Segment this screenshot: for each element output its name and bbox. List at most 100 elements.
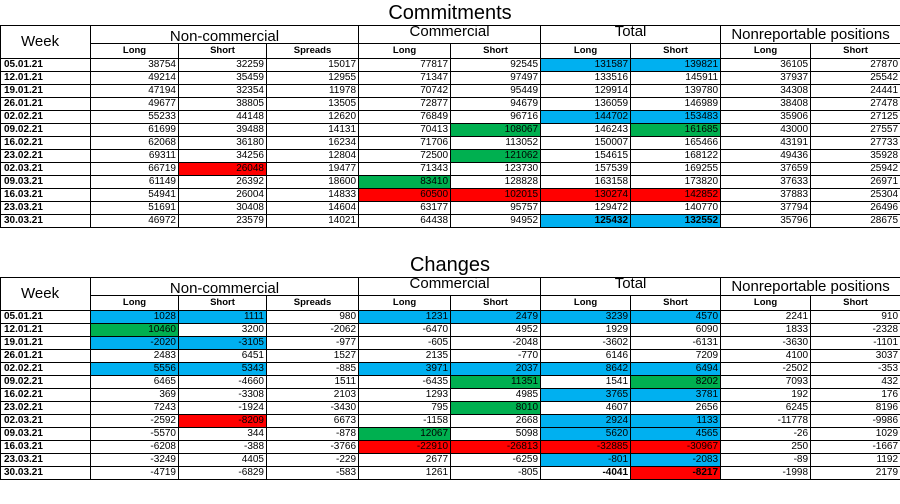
value-cell: -1924 (178, 401, 267, 415)
table-row: 16.03.21 54941 26004 14833 60500 102015 130274… (0, 188, 900, 202)
value-cell: 5098 (450, 427, 542, 441)
sub-header: Short (450, 295, 542, 311)
value-cell: 6451 (178, 349, 267, 363)
value-cell: 37633 (720, 175, 812, 189)
value-cell: 28675 (810, 214, 900, 228)
value-cell: 369 (90, 388, 179, 402)
value-cell: -6435 (358, 375, 452, 389)
value-cell: 129914 (540, 84, 632, 98)
value-cell: 25304 (810, 188, 900, 202)
sub-header: Short (810, 295, 900, 311)
value-cell: 144702 (540, 110, 632, 124)
table-row: 02.03.21 66719 26048 19477 71343 123730 157539… (0, 162, 900, 176)
value-cell: -11778 (720, 414, 812, 428)
value-cell: 94952 (450, 214, 542, 228)
value-cell: -977 (265, 336, 360, 350)
value-cell: 125432 (540, 214, 632, 228)
group-header: Total (540, 24, 722, 45)
value-cell: -4719 (90, 466, 179, 480)
value-cell: -3602 (540, 336, 632, 350)
group-header: Commercial (358, 24, 542, 45)
value-cell: -885 (265, 362, 360, 376)
table-row: 09.02.21 61699 39488 14131 70413 108067 146243… (0, 123, 900, 137)
value-cell: 76849 (358, 110, 452, 124)
value-cell: 72500 (358, 149, 452, 163)
value-cell: 64438 (358, 214, 452, 228)
value-cell: 26392 (178, 175, 267, 189)
value-cell: 10460 (90, 323, 179, 337)
value-cell: 161685 (630, 123, 722, 137)
table-row: 16.03.21 -6208 -388 -3766 -22910 -26813 -32885… (0, 440, 900, 454)
value-cell: 4405 (178, 453, 267, 467)
value-cell: 133516 (540, 71, 632, 85)
value-cell: 5620 (540, 427, 632, 441)
value-cell: 136059 (540, 97, 632, 111)
value-cell: 38754 (90, 58, 179, 72)
value-cell: 2103 (265, 388, 360, 402)
value-cell: 113052 (450, 136, 542, 150)
value-cell: 2668 (450, 414, 542, 428)
value-cell: 344 (178, 427, 267, 441)
table-row: 23.02.21 69311 34256 12804 72500 121062 154615… (0, 149, 900, 163)
table-row: 26.01.21 49677 38805 13505 72877 94679 136059 1… (0, 97, 900, 111)
value-cell: 192 (720, 388, 812, 402)
value-cell: 1192 (810, 453, 900, 467)
value-cell: -801 (540, 453, 632, 467)
value-cell: 60500 (358, 188, 452, 202)
value-cell: -32885 (540, 440, 632, 454)
value-cell: -8217 (630, 466, 722, 480)
value-cell: 8196 (810, 401, 900, 415)
value-cell: -3430 (265, 401, 360, 415)
value-cell: 1261 (358, 466, 452, 480)
value-cell: 176 (810, 388, 900, 402)
value-cell: 36105 (720, 58, 812, 72)
value-cell: 6245 (720, 401, 812, 415)
value-cell: 8202 (630, 375, 722, 389)
value-cell: 163158 (540, 175, 632, 189)
value-cell: 95757 (450, 201, 542, 215)
value-cell: 1511 (265, 375, 360, 389)
value-cell: 27125 (810, 110, 900, 124)
value-cell: 130274 (540, 188, 632, 202)
value-cell: -2083 (630, 453, 722, 467)
table-row: 16.02.21 62068 36180 16234 71706 113052 150007… (0, 136, 900, 150)
value-cell: 36180 (178, 136, 267, 150)
sub-header: Spreads (265, 295, 360, 311)
value-cell: -1667 (810, 440, 900, 454)
week-cell: 23.03.21 (0, 201, 91, 215)
value-cell: 1028 (90, 310, 179, 324)
value-cell: 43191 (720, 136, 812, 150)
week-header: Week (0, 277, 91, 311)
value-cell: 250 (720, 440, 812, 454)
value-cell: -229 (265, 453, 360, 467)
value-cell: -6131 (630, 336, 722, 350)
week-cell: 16.03.21 (0, 440, 91, 454)
value-cell: 2479 (450, 310, 542, 324)
value-cell: 26496 (810, 201, 900, 215)
value-cell: 15017 (265, 58, 360, 72)
value-cell: 26004 (178, 188, 267, 202)
sub-header-row: Long Short Spreads Long Short Long Short Long Sh… (1, 43, 900, 59)
value-cell: 2483 (90, 349, 179, 363)
value-cell: 7243 (90, 401, 179, 415)
value-cell: 8642 (540, 362, 632, 376)
table-row: 09.02.21 6465 -4660 1511 -6435 11351 1541 8202 7… (0, 375, 900, 389)
value-cell: 49214 (90, 71, 179, 85)
value-cell: 165466 (630, 136, 722, 150)
value-cell: 140770 (630, 201, 722, 215)
week-cell: 26.01.21 (0, 349, 91, 363)
value-cell: 131587 (540, 58, 632, 72)
value-cell: -805 (450, 466, 542, 480)
table-row: 19.01.21 47194 32354 11978 70742 95449 129914 1… (0, 84, 900, 98)
value-cell: -583 (265, 466, 360, 480)
value-cell: 12620 (265, 110, 360, 124)
group-header: Total (540, 276, 722, 297)
value-cell: -9986 (810, 414, 900, 428)
value-cell: 70413 (358, 123, 452, 137)
value-cell: 61699 (90, 123, 179, 137)
week-cell: 19.01.21 (0, 336, 91, 350)
sub-header: Short (630, 295, 722, 311)
week-cell: 12.01.21 (0, 323, 91, 337)
sub-header: Long (540, 43, 632, 59)
value-cell: 1029 (810, 427, 900, 441)
